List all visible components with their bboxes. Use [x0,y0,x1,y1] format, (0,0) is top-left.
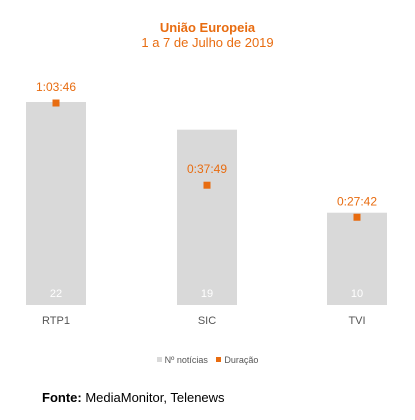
source-label: Fonte: [42,390,82,405]
bar-tvi [327,212,387,305]
duration-marker [52,99,60,107]
legend-item-duration: Duração [216,355,258,365]
bar-chart: 22 RTP1 1:03:46 19 SIC 0:37:49 10 TVI 0:27:42 [26,80,387,327]
source-text: MediaMonitor, Telenews [81,390,225,405]
category-label: SIC [198,315,216,327]
duration-marker [203,181,211,189]
bar-rtp1 [26,102,86,305]
chart-subtitle: 1 a 7 de Julho de 2019 [141,35,274,50]
source-note: Fonte: MediaMonitor, Telenews [42,390,225,405]
bar-value-label: 22 [50,288,62,300]
legend-item-count: Nº notícias [156,354,208,365]
chart-title: União Europeia [159,20,256,35]
duration-label: 0:27:42 [337,194,377,208]
duration-label: 0:37:49 [187,162,227,176]
bar-value-label: 10 [351,288,363,300]
legend-label-count: Nº notícias [164,354,208,365]
bar-value-label: 19 [201,288,213,300]
category-label: RTP1 [42,315,70,327]
legend-swatch-duration [216,357,222,362]
duration-marker [353,213,361,221]
legend-swatch-count [156,357,162,362]
legend-label-duration: Duração [224,354,259,365]
chart-legend: Nº notícias Duração [0,354,415,365]
category-label: TVI [348,315,365,327]
duration-label: 1:03:46 [36,80,76,94]
bar-sic [177,129,237,305]
